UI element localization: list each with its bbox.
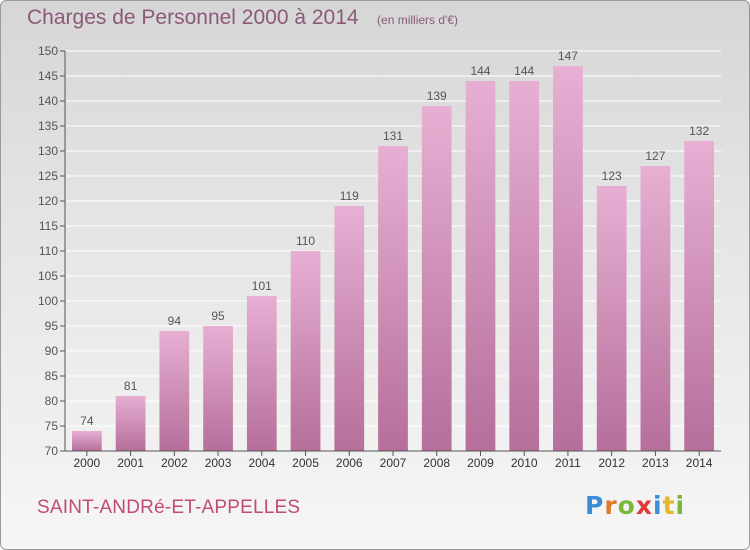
x-tick-label: 2012 [598,456,625,470]
y-tick-label: 135 [38,119,58,133]
y-tick-label: 70 [45,444,59,458]
x-tick-label: 2000 [74,456,101,470]
bar [159,331,190,451]
bar [334,206,365,451]
logo-letter: i [653,491,663,520]
x-tick-label: 2003 [205,456,232,470]
x-tick-label: 2010 [511,456,538,470]
y-tick-label: 90 [45,344,59,358]
y-tick-label: 150 [38,44,58,58]
bar [553,66,583,451]
x-tick-label: 2013 [642,456,669,470]
y-tick-label: 95 [45,319,59,333]
bar-value-label: 132 [689,124,709,138]
y-tick-label: 110 [39,244,58,258]
bar [246,296,277,451]
logo-letter: o [617,491,636,520]
x-tick-label: 2008 [423,456,450,470]
y-tick-label: 145 [38,69,58,83]
bar [509,81,540,451]
bar [71,431,102,451]
bar [378,146,408,451]
bar [203,326,233,451]
chart-subtitle: (en milliers d'€) [377,13,459,27]
y-tick-label: 120 [38,194,58,208]
bar [115,396,146,451]
logo-letter: x [635,491,653,520]
bar-value-label: 123 [602,169,622,183]
x-tick-label: 2014 [686,456,713,470]
bars: 74 81 94 95 101 110 119 131 139 144 144 147 123 127 13… [71,49,715,451]
x-tick-label: 2007 [380,456,407,470]
x-tick-label: 2004 [248,456,275,470]
y-tick-label: 115 [39,219,58,233]
bar-value-label: 147 [558,49,578,63]
bar [596,186,627,451]
bar-value-label: 94 [168,314,182,328]
x-tick-label: 2009 [467,456,494,470]
bar [290,251,321,451]
bar [640,166,671,451]
chart-title: Charges de Personnel 2000 à 2014 [27,6,359,29]
bar [421,106,452,451]
logo-letter: P [585,491,605,520]
x-tick-label: 2005 [292,456,319,470]
bar-value-label: 101 [252,279,272,293]
logo-letter: i [675,491,686,520]
bar-value-label: 81 [124,379,138,393]
bar-value-label: 95 [211,309,225,323]
y-tick-label: 125 [38,169,58,183]
y-tick-label: 100 [38,294,58,308]
bar [684,141,715,451]
bar-value-label: 110 [296,234,315,248]
bar [465,81,496,451]
y-tick-label: 140 [38,94,58,108]
logo-letter: t [662,491,676,520]
x-tick-label: 2011 [555,456,581,470]
bar-value-label: 144 [514,64,534,78]
bar-value-label: 139 [427,89,447,103]
bar-value-label: 119 [340,189,359,203]
x-tick-label: 2001 [117,456,144,470]
x-tick-label: 2006 [336,456,363,470]
x-tick-label: 2002 [161,456,188,470]
bar-value-label: 127 [645,149,665,163]
bar-value-label: 144 [470,64,490,78]
logo-letter: r [604,491,618,520]
y-tick-label: 130 [38,144,58,158]
axes: 70 75 80 85 90 95 100 105 110 115 120 125 130 135 140 1… [38,44,721,470]
y-tick-label: 80 [45,394,59,408]
y-tick-label: 105 [38,269,58,283]
bar-value-label: 131 [383,129,403,143]
commune-name: SAINT-ANDRé-ET-APPELLES [37,497,301,518]
y-tick-label: 75 [45,419,59,433]
proxiti-logo[interactable]: Proxiti [585,491,685,520]
y-tick-label: 85 [45,369,59,383]
title-row: Charges de Personnel 2000 à 2014 (en mil… [27,6,458,30]
bar-value-label: 74 [80,414,94,428]
